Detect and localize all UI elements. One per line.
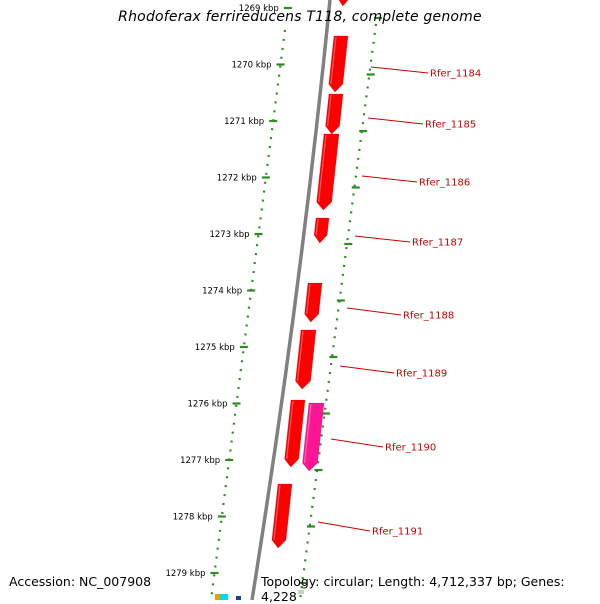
kbp-tick-label: 1274 kbp (202, 287, 242, 297)
gene-label[interactable]: Rfer_1186 (419, 178, 470, 189)
genome-title: Rhodoferax ferrireducens T118, complete … (118, 9, 482, 25)
feature-blue (236, 596, 241, 600)
gene-leader-line (370, 66, 429, 74)
gene-label[interactable]: Rfer_1187 (412, 238, 463, 249)
kbp-ticks: 1269 kbp 1270 kbp 1271 kbp 1272 kbp 1273 kbp… (165, 4, 383, 585)
gene-leader-line (330, 438, 384, 448)
gene-features (271, 0, 349, 549)
kbp-tick-label: 1278 kbp (173, 513, 213, 523)
gene-shading (315, 218, 319, 236)
gene-arrow-rfer-1185 (325, 93, 344, 135)
bottom-features (215, 590, 304, 600)
feature-orange (215, 594, 220, 600)
gene-shading (296, 330, 304, 382)
gene-label[interactable]: Rfer_1185 (425, 120, 476, 131)
gene-label[interactable]: Rfer_1191 (372, 527, 423, 538)
gene-leader-line (354, 235, 411, 243)
gene-arrow-rfer-1187 (313, 217, 330, 244)
gene-shading (306, 283, 311, 315)
gene-leader-line (346, 307, 402, 316)
gene-arrow-rfer-1190 (302, 402, 325, 472)
gene-label[interactable]: Rfer_1188 (403, 311, 454, 322)
kbp-tick-label: 1276 kbp (187, 400, 227, 410)
inner-tick-ring (209, 29, 287, 600)
gene-arrow-rfer-1191 (271, 483, 293, 549)
kbp-tick-label: 1272 kbp (217, 174, 257, 184)
backbone-line (250, 0, 332, 600)
kbp-tick-label: 1277 kbp (180, 456, 220, 466)
gene-label[interactable]: Rfer_1184 (430, 69, 481, 80)
gene-shading (286, 400, 294, 460)
gene-shading (273, 484, 281, 541)
gene-shading (303, 403, 312, 464)
kbp-tick-label: 1279 kbp (165, 569, 205, 579)
gene-shading (326, 94, 332, 127)
feature-gray (298, 590, 304, 594)
gene-arrow-rfer-1189 (295, 329, 317, 390)
kbp-tick-label: 1271 kbp (224, 117, 264, 127)
accession-text: Accession: NC_007908 (9, 574, 152, 589)
gene-arrow-rfer-1188 (304, 282, 323, 323)
gene-shading (318, 134, 327, 203)
kbp-tick-label: 1273 kbp (209, 230, 249, 240)
gene-labels: Rfer_1184 Rfer_1185 Rfer_1186 Rfer_1187 Rfer… (317, 66, 481, 538)
kbp-tick-label: 1275 kbp (195, 343, 235, 353)
kbp-tick-label: 1269 kbp (239, 4, 279, 14)
gene-label[interactable]: Rfer_1189 (396, 369, 447, 380)
inner-dotted-line (209, 29, 287, 600)
feature-cyan (220, 594, 228, 600)
kbp-tick-label: 1270 kbp (231, 61, 271, 71)
gene-leader-line (339, 365, 395, 374)
gene-label[interactable]: Rfer_1190 (385, 443, 436, 454)
gene-arrow (284, 399, 306, 468)
gene-leader-line (317, 521, 371, 532)
gene-arrow-rfer-1186 (316, 133, 340, 211)
gene-leader-line (367, 117, 424, 125)
genome-backbone (250, 0, 332, 600)
gene-shading (330, 36, 337, 85)
gene-leader-line (361, 175, 418, 183)
gene-arrow-rfer-1184 (328, 35, 349, 93)
gene-arrow (338, 0, 349, 7)
